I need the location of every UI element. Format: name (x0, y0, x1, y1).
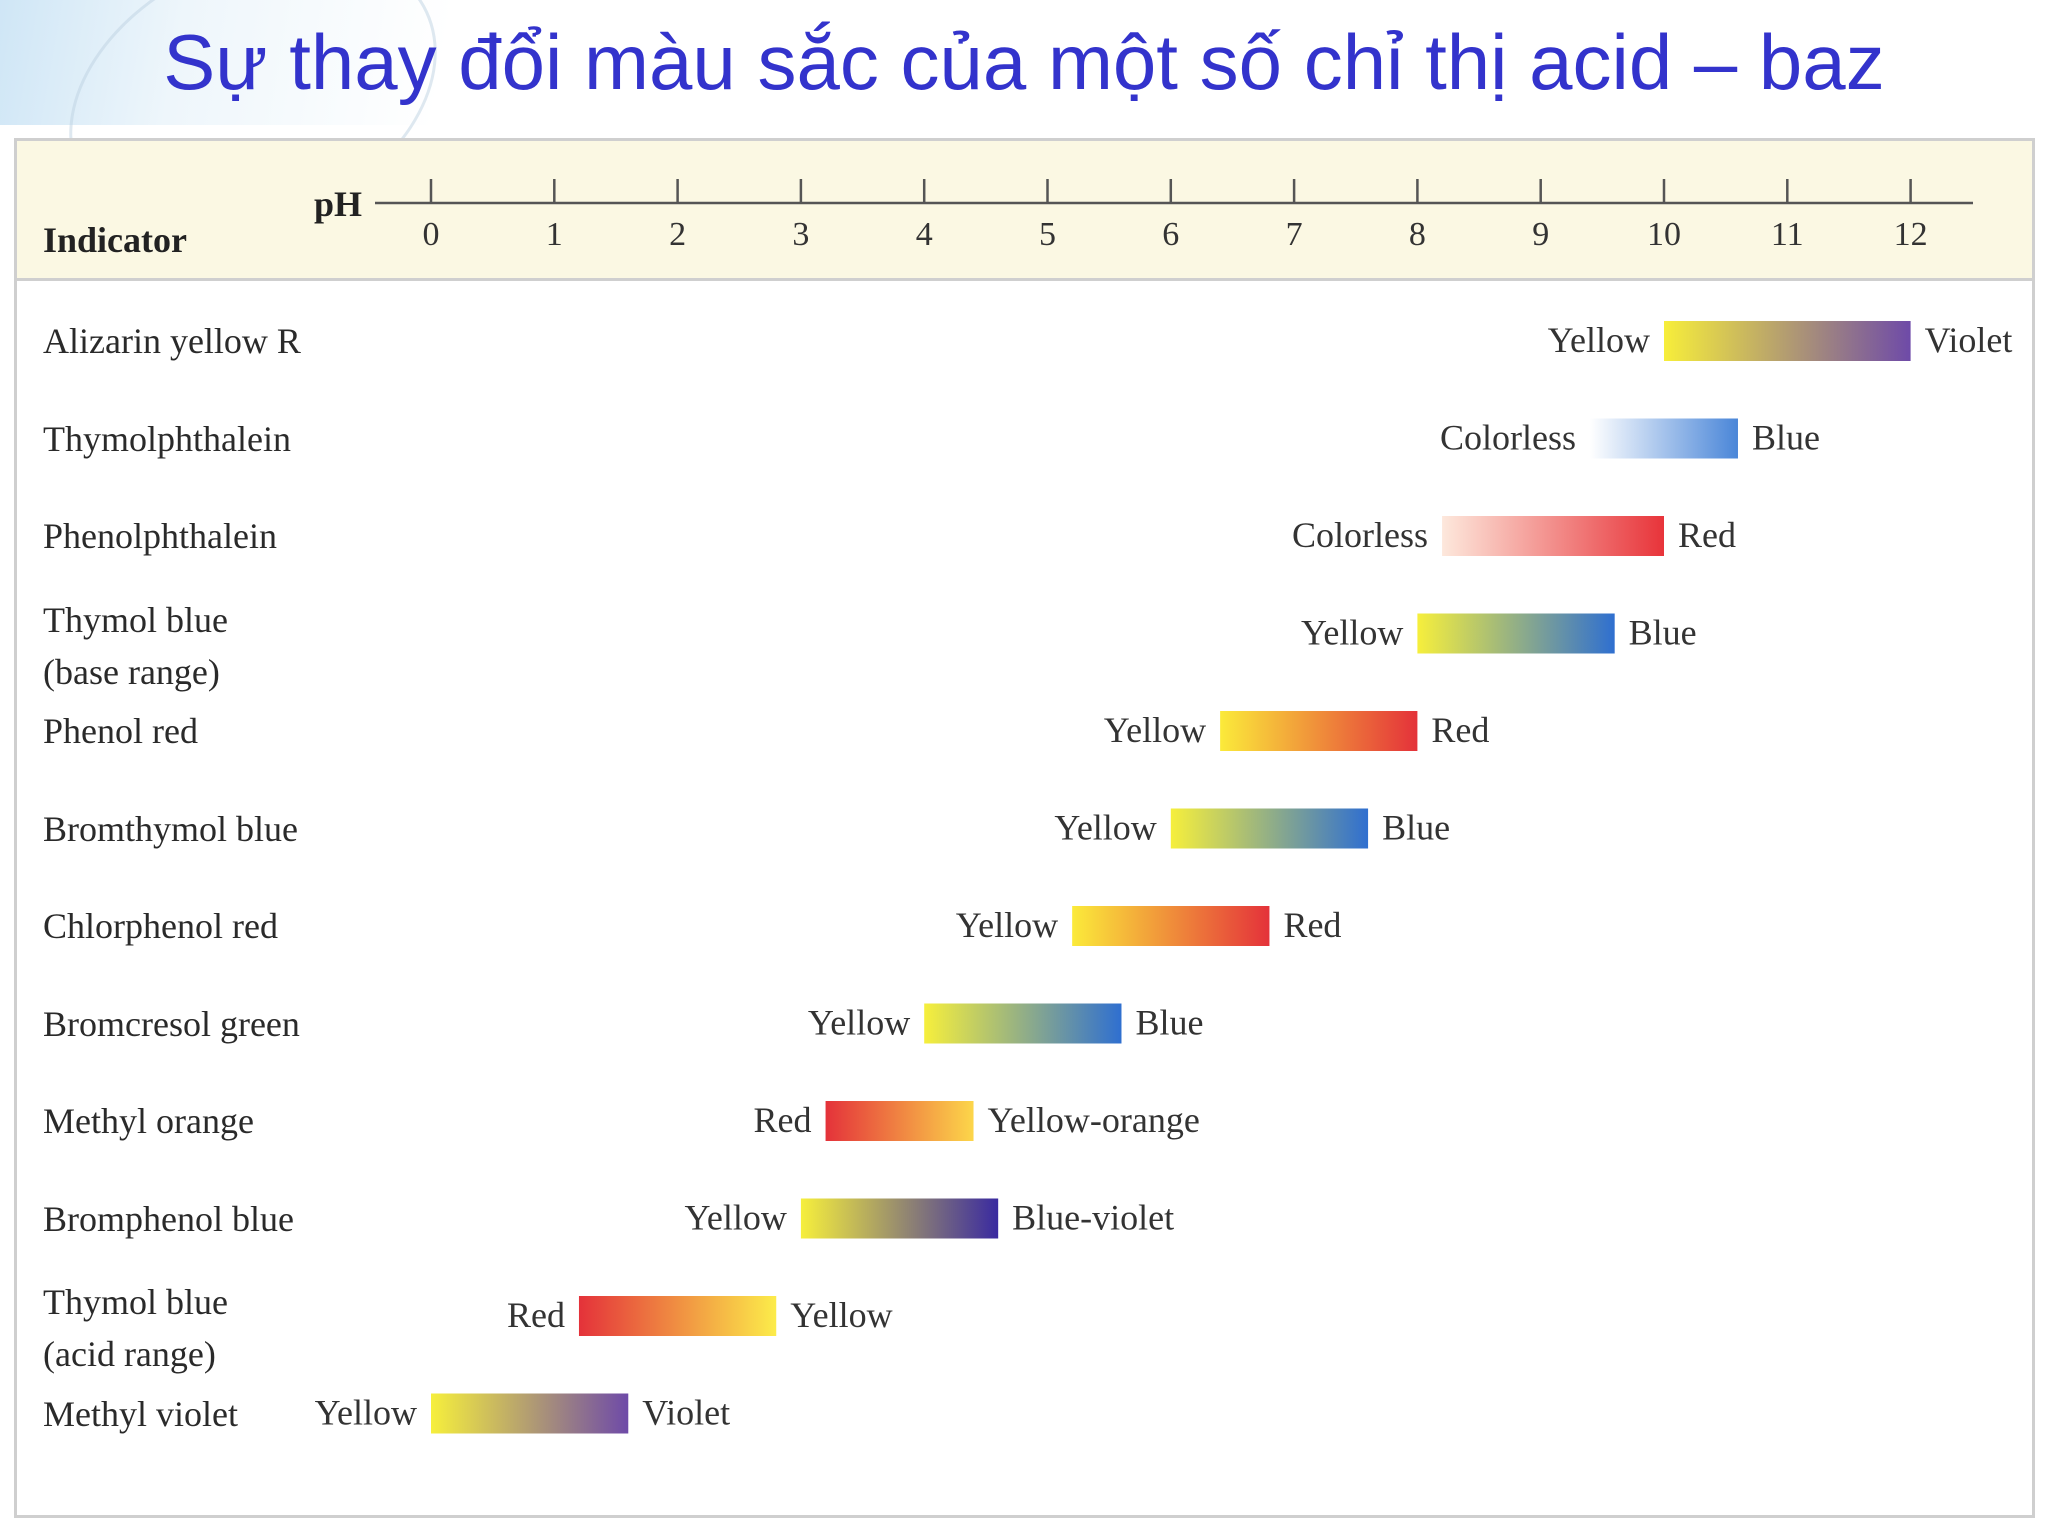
slide-background (0, 0, 2048, 125)
indicator-name: Alizarin yellow R (43, 315, 301, 367)
indicator-name-text: Bromthymol blue (43, 808, 298, 849)
high-ph-color-label: Violet (1925, 320, 2013, 360)
high-ph-color-label: Violet (642, 1393, 730, 1433)
low-ph-color-label: Red (507, 1295, 565, 1335)
high-ph-color-label: Red (1678, 515, 1736, 555)
indicator-name-text: Bromcresol green (43, 1003, 300, 1044)
ph-tick-label: 5 (1039, 216, 1056, 253)
high-ph-color-label: Yellow (790, 1295, 892, 1335)
high-ph-color-label: Blue (1382, 808, 1450, 848)
indicator-name: Chlorphenol red (43, 900, 278, 952)
high-ph-color-label: Red (1283, 905, 1341, 945)
indicator-name: Thymolphthalein (43, 413, 291, 465)
low-ph-color-label: Colorless (1440, 418, 1576, 458)
indicator-name: Methyl violet (43, 1388, 238, 1440)
indicator-name-text: Methyl orange (43, 1101, 254, 1141)
low-ph-color-label: Yellow (808, 1003, 910, 1043)
indicator-name: Phenol red (43, 705, 198, 757)
transition-range-bar (1220, 711, 1418, 751)
high-ph-color-label: Yellow-orange (988, 1100, 1200, 1140)
transition-range-bar (1072, 906, 1270, 946)
transition-range-bar (1664, 321, 1911, 361)
low-ph-color-label: Yellow (1301, 613, 1403, 653)
ph-tick-label: 0 (423, 216, 440, 253)
transition-range-bar (800, 1198, 999, 1239)
low-ph-color-label: Yellow (685, 1198, 787, 1238)
ph-tick-label: 11 (1771, 216, 1804, 253)
low-ph-color-label: Yellow (956, 905, 1058, 945)
indicator-name: Bromcresol green (43, 998, 300, 1050)
ph-axis-label: pH (314, 184, 363, 224)
low-ph-color-label: Yellow (1548, 320, 1650, 360)
low-ph-color-label: Yellow (315, 1393, 417, 1433)
ph-tick-label: 12 (1894, 216, 1928, 253)
low-ph-color-label: Red (754, 1100, 812, 1140)
low-ph-color-label: Colorless (1292, 515, 1428, 555)
high-ph-color-label: Blue-violet (1012, 1198, 1174, 1238)
ph-tick-label: 8 (1409, 216, 1426, 253)
transition-range-bar (924, 1003, 1122, 1044)
indicator-chart: Indicator pH 0 1 2 3 4 5 6 7 8 9 10 11 12 Yellow Viole… (14, 138, 2035, 1518)
indicator-column-header: Indicator (43, 220, 187, 260)
ph-tick-label: 4 (916, 216, 933, 253)
ph-tick-label: 6 (1162, 216, 1179, 253)
low-ph-color-label: Yellow (1104, 710, 1206, 750)
transition-range-bar (431, 1393, 629, 1434)
transition-range-bar (1170, 808, 1369, 849)
indicator-name-text: Thymol blue (43, 1282, 228, 1322)
high-ph-color-label: Blue (1135, 1003, 1203, 1043)
ph-tick-label: 10 (1647, 216, 1681, 253)
chart-header (17, 141, 2032, 281)
indicator-name-text: Phenolphthalein (43, 516, 277, 556)
transition-range-bar (1442, 516, 1664, 556)
transition-range-bar (578, 1296, 777, 1336)
indicator-name-subtitle: (acid range) (43, 1334, 216, 1374)
indicator-name: Methyl orange (43, 1095, 254, 1147)
indicator-name: Thymol blue (base range) (43, 594, 228, 698)
indicator-name-text: Thymolphthalein (43, 418, 291, 459)
indicator-name-text: Bromphenol blue (43, 1198, 294, 1239)
high-ph-color-label: Red (1431, 710, 1489, 750)
indicator-name: Phenolphthalein (43, 510, 277, 562)
ph-tick-label: 2 (669, 216, 686, 253)
transition-range-bar (1590, 418, 1738, 459)
indicator-name: Bromthymol blue (43, 803, 298, 855)
ph-tick-label: 9 (1532, 216, 1549, 253)
indicator-name-text: Thymol blue (43, 599, 228, 640)
low-ph-color-label: Yellow (1054, 808, 1156, 848)
high-ph-color-label: Blue (1752, 418, 1820, 458)
transition-range-bar (825, 1101, 974, 1141)
indicator-name-text: Chlorphenol red (43, 906, 278, 946)
indicator-name-text: Alizarin yellow R (43, 321, 301, 361)
ph-tick-label: 3 (792, 216, 809, 253)
indicator-name: Bromphenol blue (43, 1193, 294, 1245)
ph-tick-label: 7 (1286, 216, 1303, 253)
indicator-name-subtitle: (base range) (43, 651, 220, 692)
indicator-name-text: Methyl violet (43, 1393, 238, 1434)
indicator-name-text: Phenol red (43, 711, 198, 751)
slide-title: Sự thay đổi màu sắc của một số chỉ thị a… (163, 18, 1885, 106)
ph-tick-label: 1 (546, 216, 563, 253)
high-ph-color-label: Blue (1629, 613, 1697, 653)
transition-range-bar (1417, 613, 1615, 654)
indicator-name: Thymol blue (acid range) (43, 1276, 228, 1380)
